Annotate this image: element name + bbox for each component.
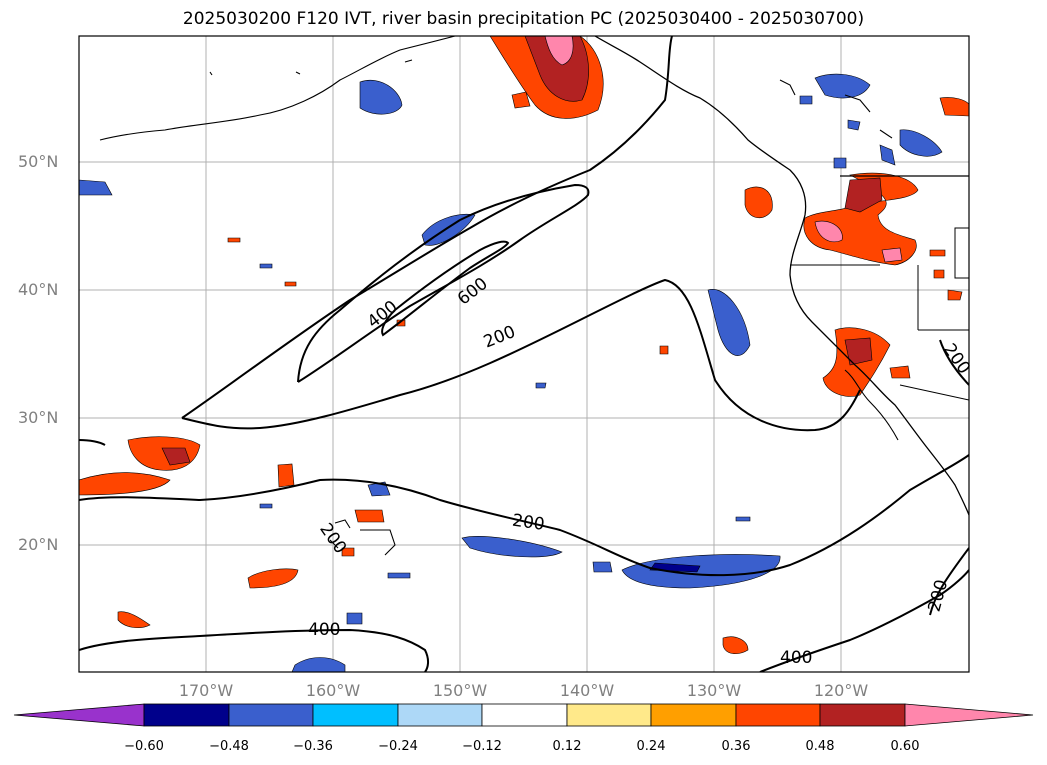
lon-label-160w: 160°W bbox=[305, 681, 361, 700]
lat-label-40n: 40°N bbox=[18, 280, 59, 299]
lon-label-150w: 150°W bbox=[432, 681, 488, 700]
lon-label-120w: 120°W bbox=[813, 681, 869, 700]
colorbar-tick: 0.24 bbox=[636, 739, 666, 754]
contour-label: 200 bbox=[481, 322, 519, 353]
colorbar-tick: −0.60 bbox=[124, 739, 164, 754]
map-title: 2025030200 F120 IVT, river basin precipi… bbox=[182, 9, 865, 29]
negative-pc-areas bbox=[79, 73, 943, 672]
coastlines bbox=[99, 36, 969, 556]
ivt-contours bbox=[79, 36, 969, 672]
lon-label-130w: 130°W bbox=[686, 681, 742, 700]
colorbar-tick: 0.36 bbox=[721, 739, 751, 754]
contour-label: 400 bbox=[364, 297, 402, 333]
positive-pc-areas bbox=[79, 36, 969, 654]
lon-label-140w: 140°W bbox=[559, 681, 615, 700]
lat-label-50n: 50°N bbox=[18, 152, 59, 171]
colorbar-tick: −0.48 bbox=[209, 739, 249, 754]
contour-label: 400 bbox=[780, 648, 812, 668]
lat-label-30n: 30°N bbox=[18, 408, 59, 427]
colorbar-tick: −0.36 bbox=[293, 739, 333, 754]
lat-label-20n: 20°N bbox=[18, 535, 59, 554]
colorbar-tick: 0.48 bbox=[805, 739, 835, 754]
map-frame bbox=[78, 35, 970, 673]
colorbar-tick: 0.12 bbox=[552, 739, 582, 754]
lon-label-170w: 170°W bbox=[178, 681, 234, 700]
contour-label: 400 bbox=[308, 620, 340, 640]
colorbar-tick: −0.24 bbox=[378, 739, 418, 754]
colorbar-tick: 0.60 bbox=[890, 739, 920, 754]
contour-label: 200 bbox=[925, 578, 953, 615]
colorbar-tick: −0.12 bbox=[462, 739, 502, 754]
colorbar bbox=[13, 703, 1034, 727]
contour-label: 200 bbox=[511, 511, 546, 535]
graticule bbox=[79, 36, 969, 672]
